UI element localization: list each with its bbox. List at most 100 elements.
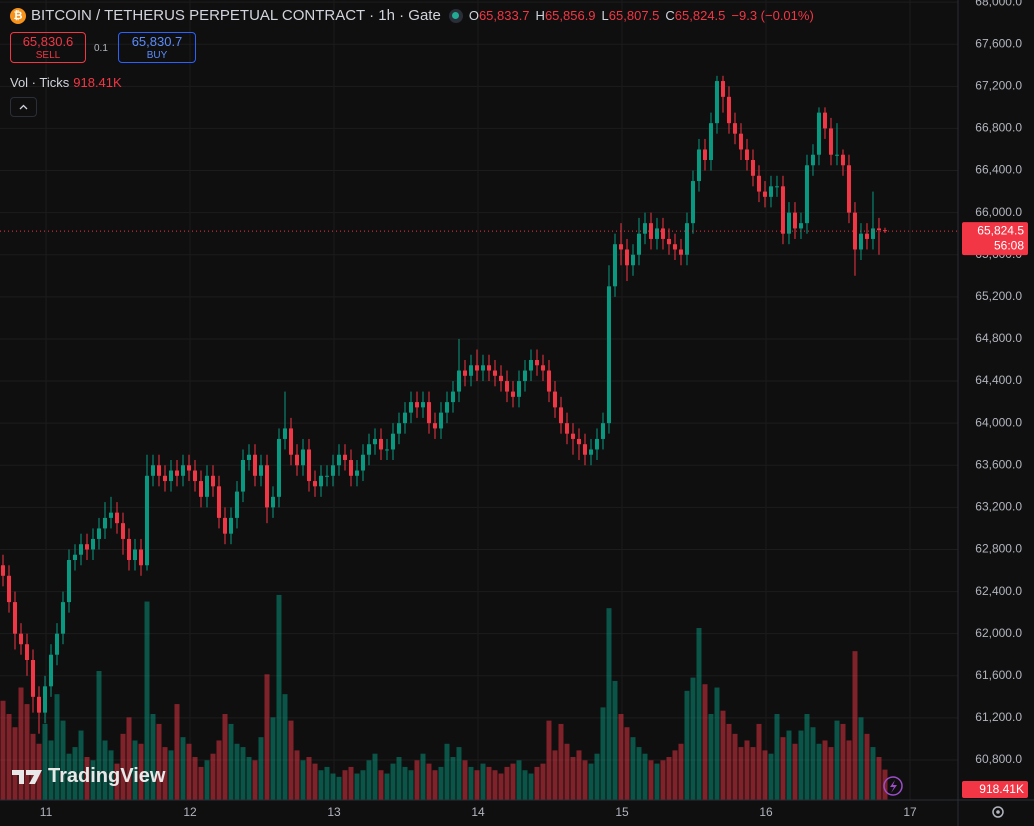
candle-body (36, 696, 41, 713)
x-tick-label: 11 (40, 805, 53, 819)
volume-bar (306, 757, 312, 800)
candle-body (156, 465, 161, 476)
volume-bar (300, 760, 306, 800)
volume-bar (762, 750, 768, 800)
candle-body (792, 212, 797, 229)
candle-body (24, 644, 29, 660)
candle-body (336, 454, 341, 466)
volume-bar (678, 743, 684, 800)
volume-bar (774, 714, 780, 800)
volume-bar (510, 763, 516, 800)
y-tick-label: 66,800.0 (975, 121, 1022, 135)
volume-bar (150, 714, 156, 800)
candle-body (360, 454, 365, 471)
y-tick-label: 64,400.0 (975, 373, 1022, 387)
volume-bar (0, 700, 6, 800)
candle-body (870, 228, 875, 239)
y-tick-label: 62,400.0 (975, 584, 1022, 598)
candle-body (282, 428, 287, 439)
volume-bar (318, 770, 324, 800)
volume-bar (792, 743, 798, 800)
volume-tag (962, 781, 1028, 798)
candle-body (774, 186, 779, 188)
candle-body (42, 686, 47, 713)
volume-bar (54, 694, 60, 800)
y-tick-label: 62,800.0 (975, 542, 1022, 556)
volume-bar (642, 753, 648, 800)
volume-bar (192, 757, 198, 800)
volume-bar (204, 760, 210, 800)
volume-bar (24, 704, 30, 800)
candle-body (546, 370, 551, 392)
y-tick-label: 67,600.0 (975, 36, 1022, 50)
volume-bar (534, 766, 540, 800)
volume-bar (156, 723, 162, 800)
sell-label: SELL (35, 50, 61, 61)
candle-body (432, 423, 437, 429)
settings-button[interactable] (992, 806, 1004, 818)
volume-bar (276, 594, 282, 800)
volume-bar (882, 769, 888, 800)
volume-bar (462, 760, 468, 800)
lightning-button[interactable] (883, 776, 903, 796)
buy-button[interactable]: 65,830.7 BUY (118, 32, 196, 63)
candle-body (96, 528, 101, 539)
price-tag-label: 65,824.5 (977, 223, 1024, 237)
candle-body (564, 423, 569, 434)
volume-bar (234, 743, 240, 800)
candle-body (276, 438, 281, 497)
candle-body (90, 538, 95, 550)
volume-bar (354, 773, 360, 800)
sell-button[interactable]: 65,830.6 SELL (10, 32, 86, 63)
volume-bar (114, 763, 120, 800)
candle-body (0, 565, 5, 576)
x-tick-label: 15 (615, 805, 629, 819)
volume-bar (696, 628, 702, 800)
candle-body (294, 454, 299, 466)
volume-bar (732, 733, 738, 800)
volume-bar (636, 747, 642, 800)
symbol[interactable]: BITCOIN / TETHERUS PERPETUAL CONTRACT · … (31, 7, 441, 24)
candle-body (666, 238, 671, 245)
volume-bar (432, 770, 438, 800)
candle-body (60, 602, 65, 634)
volume-bar (786, 730, 792, 800)
volume-bar (576, 750, 582, 800)
candle-body (834, 154, 839, 156)
candle-body (714, 81, 719, 124)
candle-body (144, 475, 149, 566)
candle-body (114, 512, 119, 524)
volume-bar (216, 740, 222, 800)
logo-text: TradingView (48, 765, 166, 787)
candle-body (444, 402, 449, 413)
volume-bar (222, 714, 228, 800)
candle-body (786, 212, 791, 234)
buy-label: BUY (146, 50, 168, 61)
candle-body (816, 112, 821, 155)
collapse-button[interactable] (10, 97, 37, 117)
volume-bar (384, 773, 390, 800)
volume-bar (144, 601, 150, 800)
volume-bar (246, 757, 252, 800)
logo-icon (12, 769, 42, 784)
ohlc-close: C65,824.5 (665, 8, 725, 23)
volume-bar (18, 687, 24, 800)
volume-bar (834, 720, 840, 800)
candle-body (438, 412, 443, 429)
candle-body (852, 212, 857, 250)
logo[interactable]: TradingView (12, 765, 165, 788)
candle-body (570, 433, 575, 439)
lightning-icon (890, 780, 897, 793)
volume-bar (564, 743, 570, 800)
candle-body (420, 402, 425, 408)
volume-bar (750, 747, 756, 800)
candle-body (798, 223, 803, 229)
candle-body (378, 438, 383, 450)
candle-body (402, 412, 407, 424)
volume-bar (864, 733, 870, 800)
x-tick-label: 12 (183, 805, 197, 819)
candle-body (30, 660, 35, 697)
x-tick-label: 16 (759, 805, 773, 819)
candle-body (858, 233, 863, 250)
